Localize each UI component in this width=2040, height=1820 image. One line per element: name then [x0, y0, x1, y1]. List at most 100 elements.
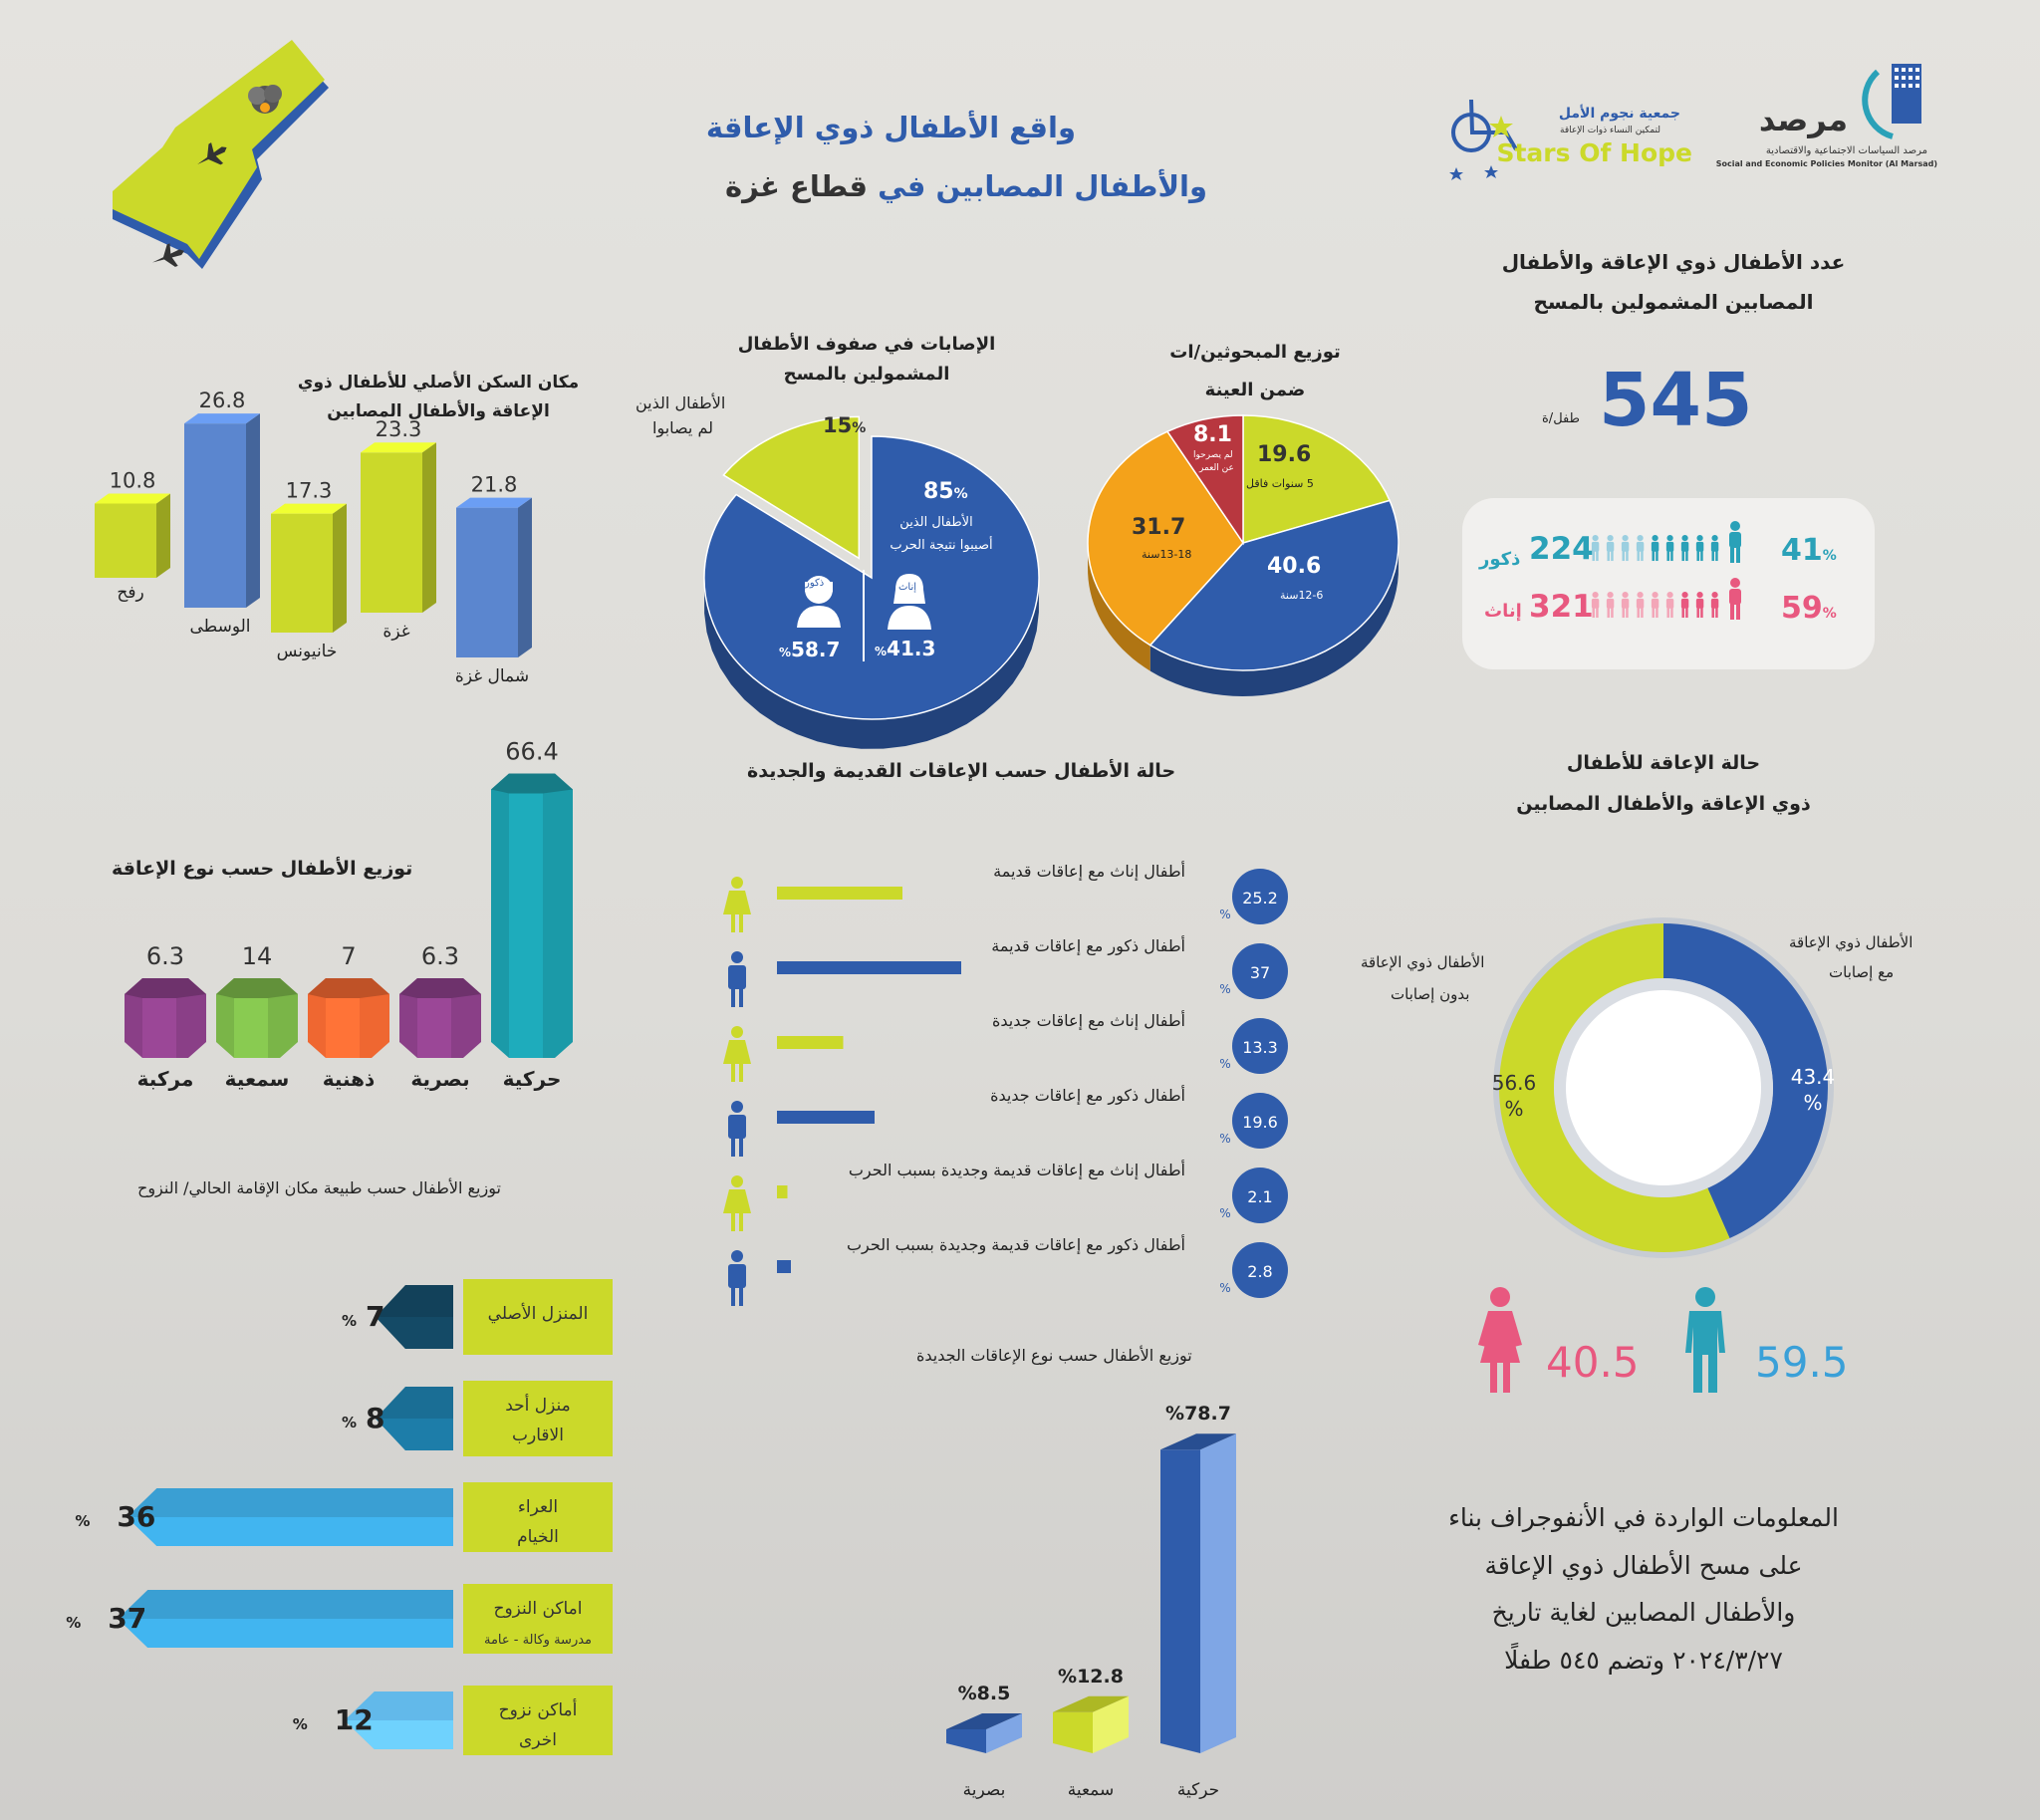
person-head: [731, 951, 743, 963]
bar-side: [333, 503, 347, 633]
new-type-label: بصرية: [963, 1780, 1006, 1800]
person-head: [1652, 535, 1658, 542]
bar-side: [518, 497, 532, 657]
residence-now-label-l1: أماكن نزوح: [499, 1698, 578, 1720]
old-new-pct-sign: %: [1219, 1132, 1230, 1146]
person-leg: [739, 1064, 743, 1082]
person-icon-row: [1591, 578, 1741, 620]
person-leg: [1656, 608, 1658, 619]
person-head: [1607, 592, 1614, 599]
person-body: [1729, 589, 1741, 605]
person-leg: [1685, 608, 1688, 619]
bar-top: [184, 413, 260, 424]
old-new-label: أطفال إناث مع إعاقات قديمة: [993, 861, 1185, 882]
age-s1-label: 5 سنوات فاقل: [1246, 477, 1314, 490]
residence-now-label-box: [463, 1482, 613, 1552]
person-icon: [1729, 578, 1741, 620]
hex-face: [326, 998, 360, 1058]
hex-top: [491, 773, 573, 794]
residence-now-label-box: [463, 1686, 613, 1755]
old-new-badge: [1232, 869, 1288, 924]
old-new-bar: [777, 887, 902, 900]
person-icon: [1636, 592, 1645, 619]
status-with-label-l2: مع إصابات: [1829, 963, 1895, 981]
person-icon: [1591, 535, 1600, 562]
male-icon: [728, 951, 746, 1007]
source-note-l3: والأطفال المصابين لغاية تاريخ: [1491, 1598, 1796, 1627]
bar-side: [156, 493, 170, 578]
pie-side: [1149, 540, 1399, 696]
arrow-shade: [118, 1619, 454, 1648]
new-type-bar-front: [946, 1729, 986, 1753]
residence-now-label-box: [463, 1381, 613, 1456]
source-note-l1: المعلومات الواردة في الأنفوجراف بناء: [1448, 1503, 1839, 1532]
hex-face: [509, 793, 543, 1058]
male-avatar-label: ذكور: [805, 578, 825, 589]
person-leg: [1637, 551, 1640, 562]
new-type-bar-side: [986, 1713, 1022, 1753]
person-head: [1637, 535, 1644, 542]
disability-type-label: بصرية: [410, 1067, 469, 1091]
person-icon: [1695, 535, 1704, 562]
age-s2-label: 12-6سنة: [1280, 589, 1324, 602]
age-s1-value: 19.6: [1257, 442, 1312, 467]
old-new-bar: [777, 1260, 791, 1273]
new-type-value: %78.7: [1165, 1403, 1231, 1425]
person-leg: [1681, 608, 1684, 619]
person-body: [1636, 598, 1645, 609]
person-head: [1666, 592, 1673, 599]
person-head: [1622, 535, 1629, 542]
person-body: [728, 965, 746, 989]
disability-type-value: 66.4: [505, 737, 558, 765]
female-avatar-icon: [888, 574, 931, 630]
disability-type-bar: [399, 978, 481, 1058]
residence-bar: [184, 413, 260, 608]
status-female-value: 40.5: [1546, 1338, 1640, 1387]
person-body: [1651, 541, 1659, 552]
residence-now-label-l1: منزل أحد: [505, 1394, 571, 1416]
person-body: [723, 1040, 751, 1064]
girls-count: 321: [1529, 589, 1594, 625]
person-icon: [1680, 592, 1689, 619]
person-head: [1696, 592, 1703, 599]
residence-now-label-l2: الخيام: [517, 1527, 559, 1547]
residence-now-arrow: [118, 1590, 454, 1648]
disability-type-title: توزيع الأطفال حسب نوع الإعاقة: [112, 858, 413, 880]
person-icon: [1665, 592, 1674, 619]
age-pie-title-l1: توزيع المبحوثين/ات: [1169, 342, 1341, 363]
person-icon: [1636, 535, 1645, 562]
person-leg: [1670, 551, 1673, 562]
male-avatar-icon: [797, 576, 841, 628]
old-new-label: أطفال إناث مع إعاقات جديدة: [992, 1010, 1185, 1031]
old-new-chart: أطفال إناث مع إعاقات قديمة 25.2% أطفال ذكو…: [697, 817, 1295, 1306]
source-note-l2: على مسح الأطفال ذوي الإعاقة: [1484, 1550, 1803, 1580]
residence-now-arrow: [376, 1387, 453, 1450]
person-leg: [1670, 608, 1673, 619]
person-head: [731, 1175, 743, 1187]
source-note-l4: ٢٠٢٤/٣/٢٧ وتضم ٥٤٥ طفلًا: [1504, 1645, 1783, 1675]
person-head: [731, 877, 743, 889]
person-leg: [739, 914, 743, 932]
male-icon: [728, 1250, 746, 1306]
person-leg: [1652, 551, 1655, 562]
wheelchair-star-icon: [1449, 99, 1518, 180]
male-icon: [728, 1101, 746, 1157]
age-s3-label: 13-18سنة: [1142, 548, 1192, 561]
gender-card: [1462, 498, 1875, 669]
disability-type-label: سمعية: [225, 1067, 290, 1091]
person-leg: [1700, 608, 1703, 619]
boys-label: ذكور: [1479, 549, 1521, 570]
person-body: [728, 1115, 746, 1139]
residence-now-chart: المنزل الأصلي 7% منزل أحد الاقارب 8% العراء ال…: [20, 1265, 618, 1763]
old-new-bar: [777, 961, 961, 974]
person-head: [1681, 535, 1688, 542]
person-icon-row: [1591, 521, 1741, 563]
person-leg: [1666, 608, 1669, 619]
bar-front: [95, 503, 156, 578]
status-without-label-l1: الأطفال ذوي الإعاقة: [1361, 953, 1485, 971]
injury-not-label-l2: لم يصابوا: [652, 418, 713, 437]
new-type-value: %8.5: [958, 1683, 1011, 1704]
residence-bar-label: غزة: [382, 622, 409, 642]
residence-bar-label: رفح: [117, 583, 143, 603]
person-leg: [1611, 608, 1614, 619]
